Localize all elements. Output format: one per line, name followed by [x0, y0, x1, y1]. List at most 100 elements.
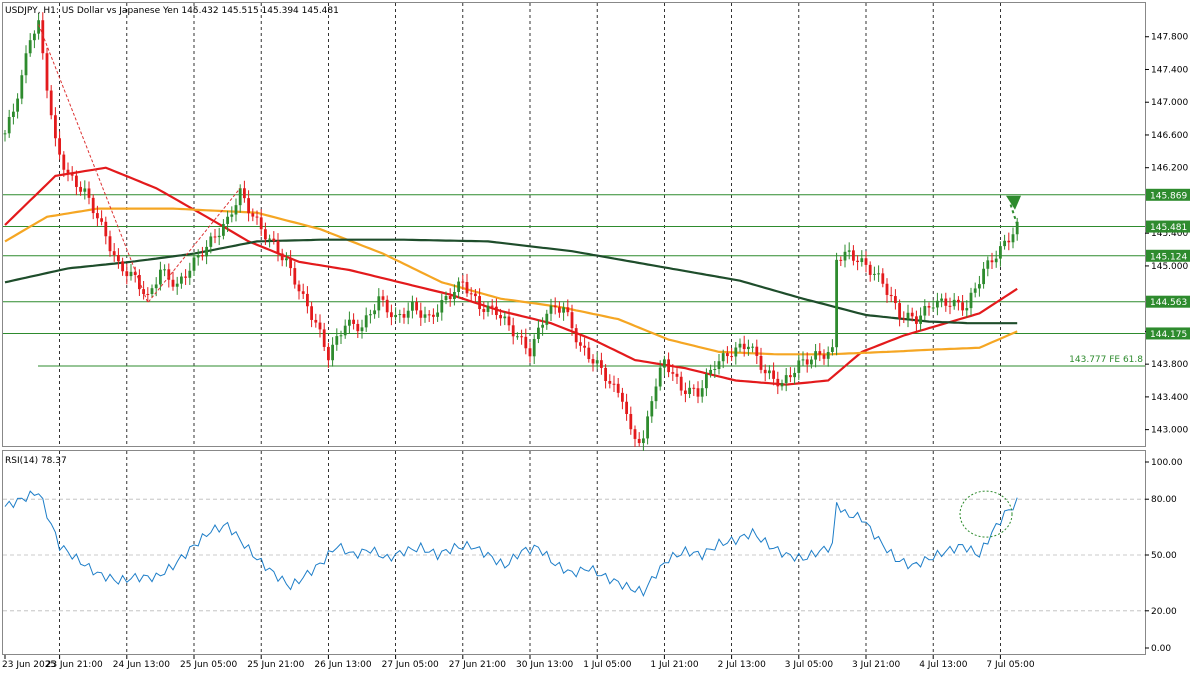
candle-body: [650, 401, 654, 417]
candle-body: [616, 383, 620, 393]
price-tick-label: 146.600: [1151, 131, 1188, 141]
price-tick-label: 145.000: [1151, 262, 1188, 272]
candle-body: [339, 335, 343, 337]
candle-body: [150, 288, 154, 295]
time-axis-label: 26 Jun 13:00: [314, 660, 371, 670]
candle-body: [608, 380, 612, 384]
candle-body: [490, 305, 494, 307]
candle-body: [562, 307, 565, 313]
candle-body: [352, 319, 355, 324]
candle-body: [276, 240, 280, 254]
candle-body: [940, 298, 943, 301]
candle-body: [327, 346, 330, 361]
price-panel-frame: [2, 2, 1146, 447]
candle-body: [591, 359, 595, 364]
candle-body: [684, 390, 687, 395]
price-tick-label: 147.800: [1151, 33, 1188, 43]
candle-body: [62, 154, 66, 170]
candle-body: [671, 372, 675, 374]
candle-body: [852, 250, 855, 261]
candle-body: [360, 327, 364, 332]
time-axis-label: 27 Jun 05:00: [382, 660, 439, 670]
candle-body: [188, 270, 192, 278]
moving-averages: [4, 166, 1018, 386]
candle-body: [843, 251, 847, 261]
candle-body: [243, 188, 246, 199]
candle-body: [595, 360, 599, 364]
candle-body: [528, 348, 532, 357]
level-price-box: [1146, 327, 1190, 340]
candle-body: [709, 369, 712, 374]
candle-body: [919, 315, 922, 324]
candle-body: [621, 392, 624, 402]
candle-body: [377, 296, 381, 311]
candle-body: [566, 307, 570, 313]
candle-body: [780, 382, 784, 387]
axes: 147.800 147.400 147.000 146.600 146.200 145.4…: [2, 33, 1190, 670]
candle-body: [373, 310, 376, 315]
candle-body: [810, 359, 813, 365]
candle-body: [625, 401, 628, 414]
candle-body: [675, 373, 679, 377]
candle-body: [549, 305, 553, 314]
candle-body: [272, 238, 276, 241]
level-price-label: 145.124: [1150, 252, 1187, 262]
rsi-tick-label: 50.00: [1151, 551, 1177, 561]
candle-body: [297, 284, 301, 292]
rsi-line: [4, 490, 1018, 598]
candle-body: [801, 359, 805, 361]
candle-body: [222, 223, 225, 236]
candle-body: [280, 253, 284, 261]
candle-body: [784, 375, 788, 383]
candle-body: [356, 323, 360, 332]
candle-body: [885, 283, 889, 295]
candle-body: [369, 314, 372, 316]
candle-body: [482, 309, 486, 312]
fibo-zigzag: [38, 24, 241, 304]
candle-body: [20, 75, 24, 99]
candle-body: [423, 314, 427, 318]
time-axis-label: 4 Jul 13:00: [919, 660, 968, 670]
candle-body: [583, 345, 586, 348]
candle-body: [717, 361, 721, 369]
candle-body: [91, 197, 95, 214]
candle-body: [100, 218, 103, 222]
candle-body: [772, 370, 775, 379]
candle-body: [448, 296, 452, 300]
candle-body: [915, 316, 918, 324]
candle-body: [1003, 240, 1006, 247]
candle-body: [230, 214, 234, 217]
candle-body: [117, 255, 120, 262]
candle-body: [406, 310, 410, 318]
time-axis-label: 30 Jun 13:00: [516, 660, 573, 670]
candle-body: [948, 305, 952, 307]
candle-body: [474, 293, 477, 297]
candle-body: [457, 281, 460, 292]
candle-body: [75, 175, 78, 187]
candle-body: [999, 246, 1002, 259]
candle-body: [415, 301, 418, 311]
candle-body: [381, 296, 385, 300]
candle-body: [49, 90, 53, 116]
level-price-label: 144.563: [1150, 298, 1187, 308]
candle-body: [873, 273, 876, 275]
candle-body: [902, 318, 906, 320]
candle-body: [957, 299, 960, 303]
candle-body: [331, 344, 334, 361]
candle-body: [747, 346, 750, 350]
candle-body: [285, 258, 288, 261]
candle-body: [570, 312, 574, 329]
candle-body: [440, 300, 444, 313]
candle-body: [268, 238, 271, 240]
candles: [3, 12, 1019, 451]
candle-body: [507, 316, 511, 326]
candle-body: [66, 169, 70, 175]
candle-body: [159, 269, 162, 285]
candle-body: [213, 236, 217, 238]
candle-body: [7, 116, 11, 134]
candle-body: [730, 356, 733, 358]
candle-body: [289, 258, 292, 269]
candle-body: [532, 338, 536, 357]
candle-body: [776, 378, 780, 387]
